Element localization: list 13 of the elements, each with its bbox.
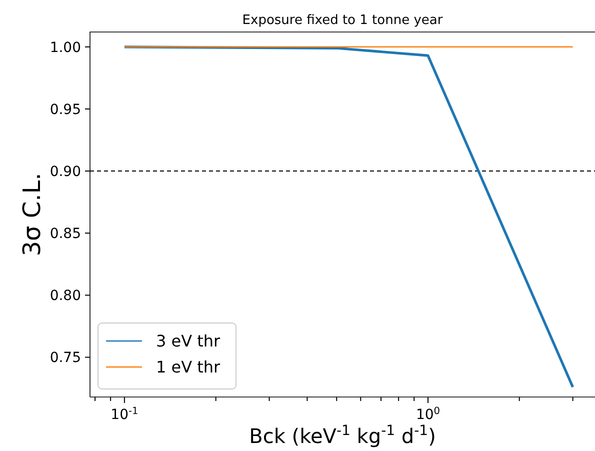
x-tick-label: 10$^{0}$ [416, 406, 440, 423]
y-tick-label: 0.95 [50, 102, 81, 118]
y-tick-label: 1.00 [50, 40, 81, 56]
legend-label: 3 eV thr [156, 332, 221, 351]
x-tick-label: 10$^{-1}$ [110, 406, 138, 423]
x-axis-title: Bck (keV$^{-1}$ kg$^{-1}$ d$^{-1}$) [249, 423, 436, 448]
y-tick-label: 0.90 [50, 164, 81, 180]
y-tick-label: 0.80 [50, 288, 81, 304]
chart-title: Exposure fixed to 1 tonne year [242, 13, 444, 28]
legend-label: 1 eV thr [156, 358, 221, 377]
y-tick-label: 0.75 [50, 350, 81, 366]
y-axis-title: 3σ C.L. [18, 172, 46, 256]
y-tick-label: 0.85 [50, 226, 81, 242]
